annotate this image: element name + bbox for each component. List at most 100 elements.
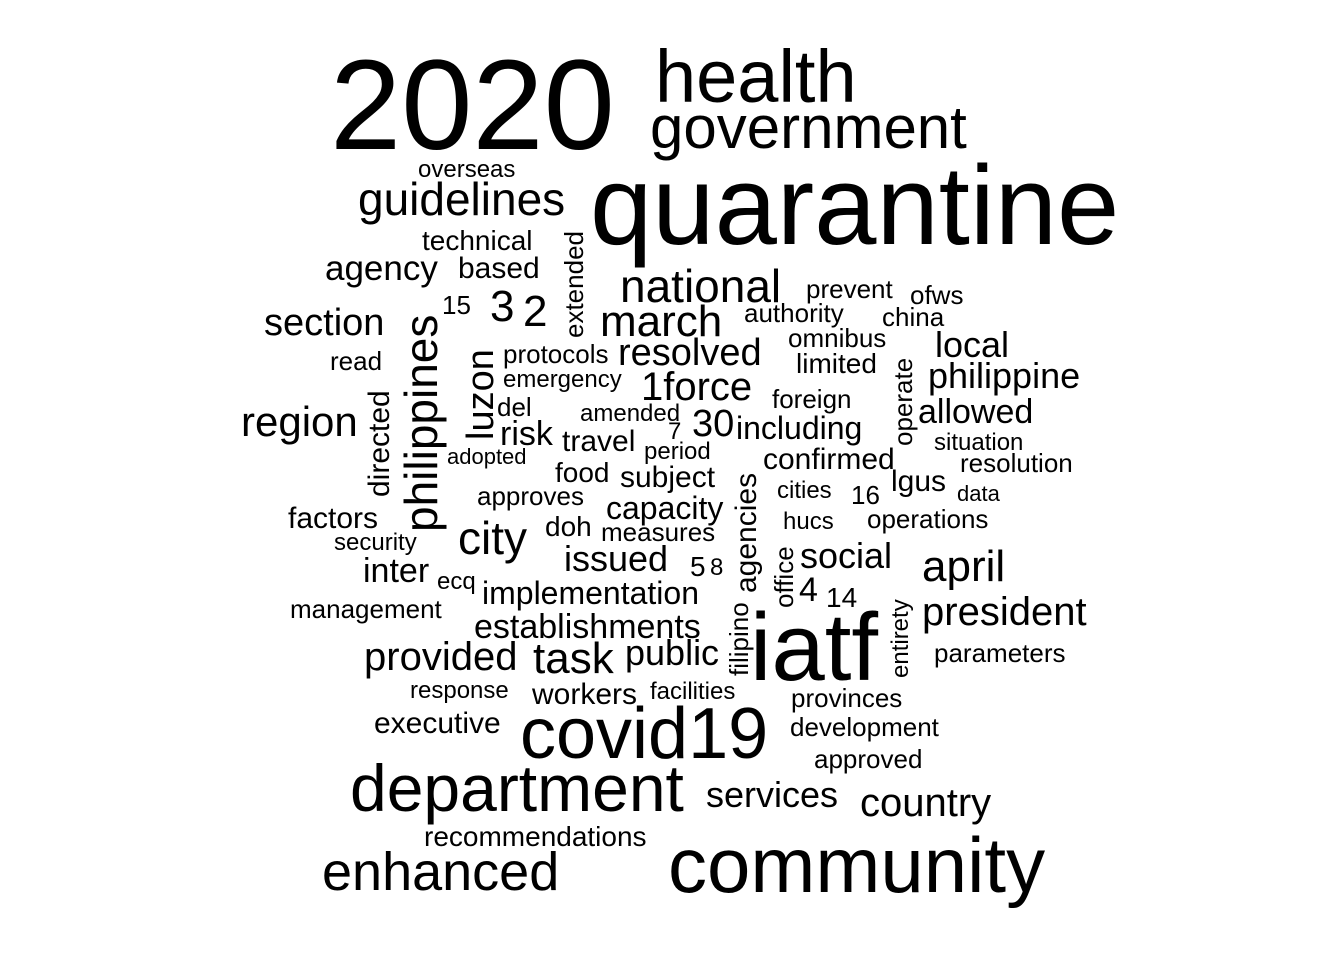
- word-local: local: [935, 324, 1010, 365]
- word-enhanced: enhanced: [322, 842, 560, 902]
- word-region: region: [241, 398, 358, 445]
- word-agency: agency: [325, 249, 438, 288]
- word-issued: issued: [564, 538, 669, 579]
- word-emergency: emergency: [503, 366, 622, 393]
- word-public: public: [625, 632, 720, 673]
- word-extended: extended: [559, 231, 589, 338]
- word-health: health: [655, 35, 857, 118]
- word-china: china: [882, 302, 945, 332]
- word-luzon: luzon: [460, 349, 502, 440]
- word-3: 3: [490, 282, 515, 331]
- word-government: government: [650, 94, 967, 161]
- word-read: read: [330, 346, 383, 376]
- word-prevent: prevent: [806, 274, 893, 304]
- word-2: 2: [523, 287, 548, 336]
- word-parameters: parameters: [934, 638, 1066, 668]
- word-foreign: foreign: [772, 384, 852, 414]
- word-2020: 2020: [330, 34, 615, 177]
- word-entirety: entirety: [887, 599, 914, 678]
- word-president: president: [922, 590, 1087, 634]
- word-development: development: [790, 712, 939, 742]
- word-recommendations: recommendations: [424, 821, 647, 852]
- word-operations: operations: [867, 504, 989, 534]
- word-del: del: [497, 392, 532, 422]
- word-national: national: [620, 260, 782, 312]
- word-period: period: [644, 438, 711, 465]
- word-march: march: [600, 297, 723, 346]
- word-provinces: provinces: [791, 683, 903, 713]
- word-8: 8: [710, 554, 724, 581]
- word-ecq: ecq: [437, 568, 476, 595]
- word-guidelines: guidelines: [358, 173, 566, 225]
- word-5: 5: [690, 551, 706, 582]
- word-technical: technical: [422, 225, 533, 256]
- word-including: including: [736, 410, 863, 446]
- word-15: 15: [442, 290, 471, 320]
- word-16: 16: [851, 480, 880, 510]
- word-risk: risk: [500, 415, 553, 453]
- word-filipino: filipino: [724, 602, 754, 676]
- word-agencies: agencies: [730, 472, 763, 593]
- word-response: response: [410, 677, 509, 704]
- word-directed: directed: [363, 390, 396, 497]
- word-based: based: [458, 252, 540, 285]
- word-approves: approves: [477, 481, 584, 511]
- word-facilities: facilities: [650, 678, 736, 705]
- word-4: 4: [799, 571, 818, 609]
- word-limited: limited: [796, 348, 877, 379]
- word-capacity: capacity: [606, 490, 724, 526]
- word-community: community: [668, 821, 1046, 909]
- word-travel: travel: [562, 425, 636, 458]
- word-inter: inter: [363, 552, 430, 590]
- word-factors: factors: [288, 502, 379, 535]
- word-executive: executive: [374, 707, 501, 740]
- word-task: task: [533, 634, 614, 683]
- word-social: social: [800, 535, 893, 576]
- word-1force: 1force: [641, 365, 753, 409]
- word-country: country: [860, 781, 992, 825]
- word-situation: situation: [934, 429, 1024, 456]
- word-operate: operate: [888, 357, 918, 446]
- word-7: 7: [668, 418, 682, 445]
- word-quarantine: quarantine: [590, 143, 1120, 268]
- word-data: data: [957, 481, 1000, 506]
- word-services: services: [706, 774, 839, 815]
- word-30: 30: [692, 403, 735, 445]
- word-overseas: overseas: [418, 156, 516, 183]
- word-covid19: covid19: [520, 694, 769, 774]
- word-implementation: implementation: [482, 575, 699, 611]
- word-14: 14: [826, 582, 858, 613]
- word-april: april: [922, 542, 1006, 591]
- word-lgus: lgus: [891, 465, 947, 498]
- word-workers: workers: [532, 678, 638, 711]
- word-hucs: hucs: [783, 508, 834, 535]
- word-confirmed: confirmed: [763, 443, 895, 476]
- word-omnibus: omnibus: [788, 323, 887, 353]
- word-resolution: resolution: [960, 448, 1073, 478]
- word-iatf: iatf: [750, 594, 879, 701]
- word-adopted: adopted: [447, 444, 527, 469]
- word-establishments: establishments: [474, 608, 701, 646]
- word-resolved: resolved: [618, 332, 762, 374]
- word-cities: cities: [777, 477, 832, 504]
- word-provided: provided: [364, 635, 518, 679]
- word-security: security: [334, 529, 417, 556]
- word-amended: amended: [580, 400, 681, 427]
- word-office: office: [769, 546, 799, 608]
- word-protocols: protocols: [503, 339, 609, 369]
- word-philippines: philippines: [395, 314, 447, 532]
- word-management: management: [290, 594, 442, 624]
- word-authority: authority: [744, 298, 844, 328]
- word-doh: doh: [545, 511, 592, 542]
- word-measures: measures: [601, 517, 716, 547]
- word-food: food: [555, 457, 610, 488]
- word-allowed: allowed: [918, 393, 1034, 431]
- word-section: section: [264, 302, 385, 344]
- word-philippine: philippine: [928, 355, 1081, 396]
- word-department: department: [350, 751, 684, 825]
- word-subject: subject: [620, 461, 716, 494]
- word-ofws: ofws: [910, 280, 964, 310]
- word-approved: approved: [814, 744, 923, 774]
- word-city: city: [458, 512, 527, 564]
